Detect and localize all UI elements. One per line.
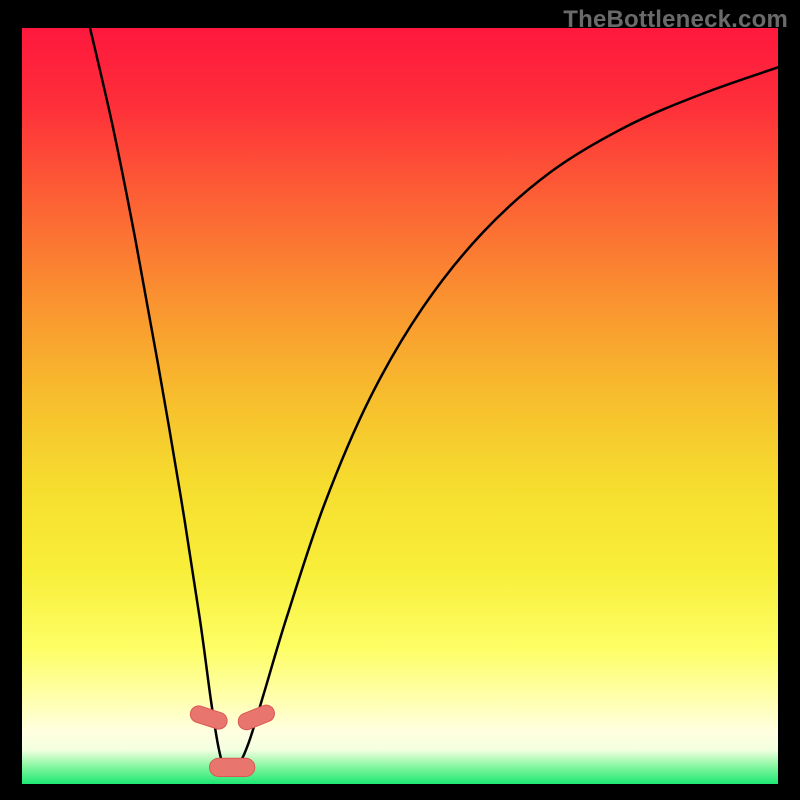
marker-2 (209, 758, 254, 776)
chart-frame: TheBottleneck.com (0, 0, 800, 800)
chart-svg (22, 28, 778, 784)
chart-plot-area (22, 28, 778, 784)
gradient-background (22, 28, 778, 784)
